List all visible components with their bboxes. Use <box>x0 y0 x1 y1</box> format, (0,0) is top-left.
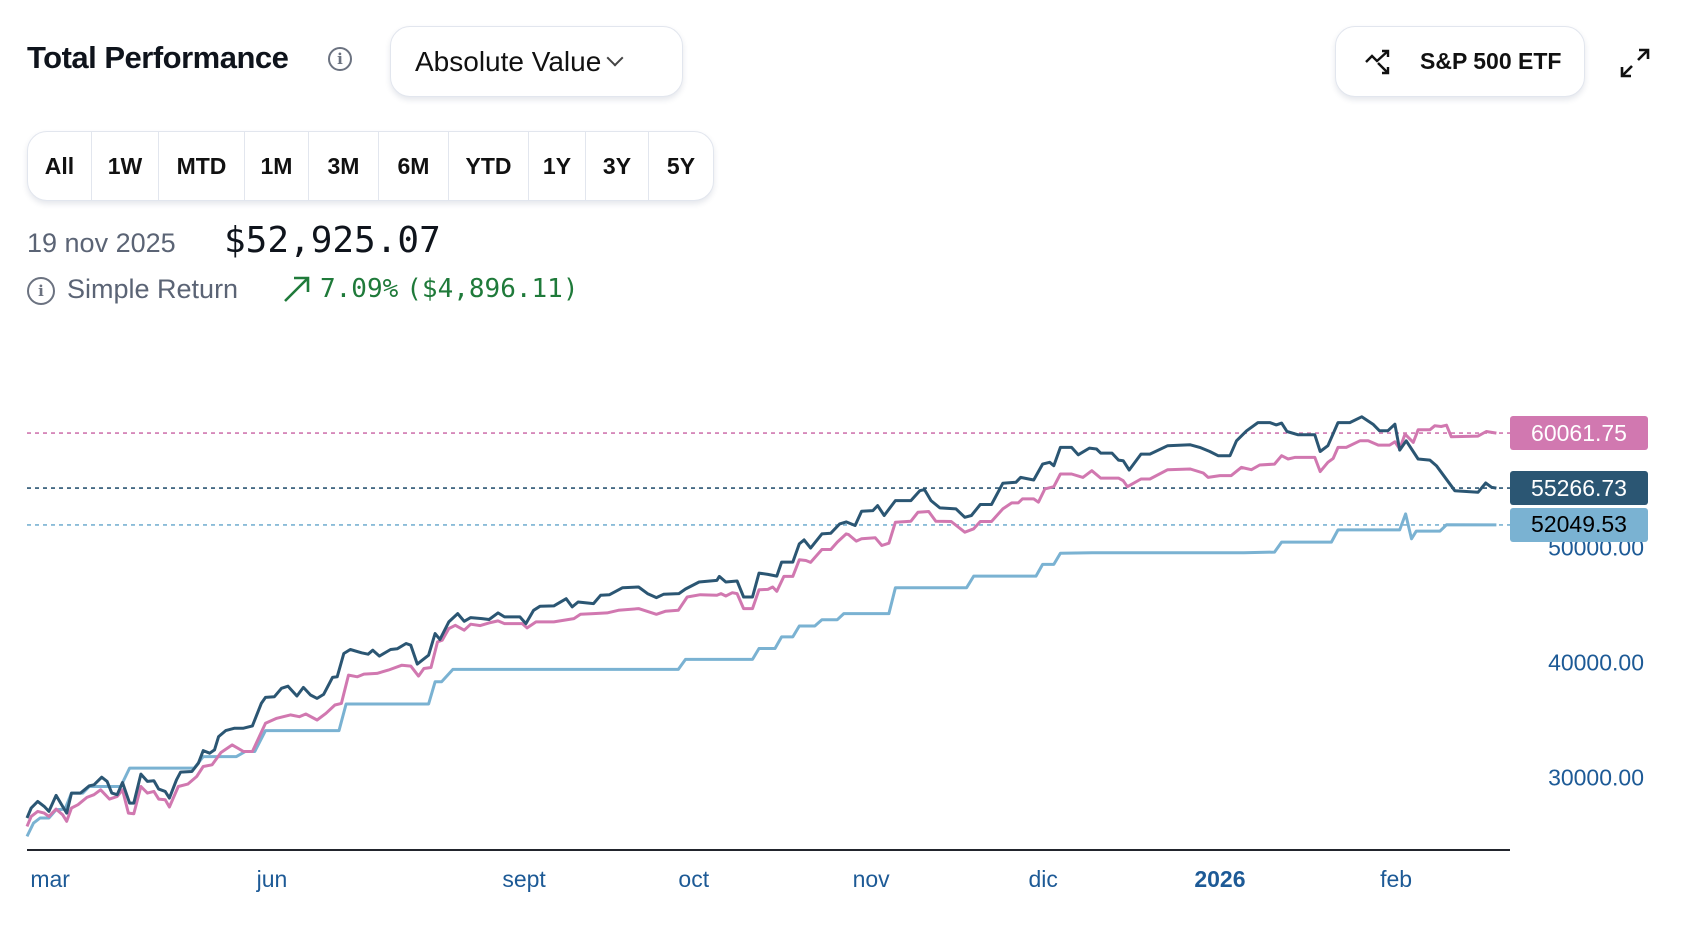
tab-6m[interactable]: 6M <box>379 132 449 200</box>
view-selector-label: Absolute Value <box>415 45 602 77</box>
tab-all[interactable]: All <box>28 132 92 200</box>
x-tick-label: 2026 <box>1194 866 1246 892</box>
y-tick-label: 30000.00 <box>1548 764 1644 791</box>
view-selector-dropdown[interactable]: Absolute Value <box>390 26 683 97</box>
benchmark-button[interactable]: S&P 500 ETF <box>1335 26 1585 97</box>
series-line-pink <box>25 423 1497 827</box>
last-value-badge-light: 52049.53 <box>1510 507 1648 542</box>
simple-return-label: Simple Return <box>67 274 239 304</box>
portfolio-value: $52,925.07 <box>224 220 441 261</box>
x-tick-label: nov <box>852 866 890 892</box>
series-line-light <box>25 512 1497 838</box>
info-icon[interactable]: i <box>27 277 55 305</box>
x-tick-label: oct <box>678 866 710 892</box>
series-line-dark <box>25 415 1497 819</box>
simple-return-value: 7.09% ($4,896.11) <box>282 274 578 304</box>
x-tick-label: feb <box>1380 866 1413 892</box>
tab-5y[interactable]: 5Y <box>666 152 696 179</box>
range-tabs: All 1W MTD 1M 3M 6M YTD 1Y 3Y 5Y <box>27 131 714 201</box>
return-percent: 7.09% <box>320 274 399 304</box>
last-value-badge-pink: 60061.75 <box>1510 416 1648 451</box>
tab-1y[interactable]: 1Y <box>529 132 586 200</box>
x-tick-label: dic <box>1028 866 1058 892</box>
tab-mtd[interactable]: MTD <box>159 132 245 200</box>
tab-ytd[interactable]: YTD <box>449 132 529 200</box>
trend-compare-icon <box>1365 49 1390 74</box>
page-title: Total Performance <box>27 40 289 75</box>
selected-date: 19 nov 2025 <box>27 228 176 258</box>
x-tick-label: mar <box>30 866 70 892</box>
y-tick-label: 40000.00 <box>1548 649 1644 676</box>
last-value-badge-dark: 55266.73 <box>1510 471 1648 506</box>
return-amount: ($4,896.11) <box>406 274 579 304</box>
arrow-up-right-icon <box>284 276 310 302</box>
tab-3m[interactable]: 3M <box>309 132 379 200</box>
tab-1m[interactable]: 1M <box>245 132 309 200</box>
info-icon[interactable]: i <box>328 47 352 71</box>
x-tick-label: jun <box>256 866 288 892</box>
x-tick-label: sept <box>502 866 546 892</box>
tab-1w[interactable]: 1W <box>92 132 159 200</box>
tab-3y[interactable]: 3Y <box>586 132 649 200</box>
expand-icon[interactable] <box>1616 44 1654 82</box>
benchmark-label: S&P 500 ETF <box>1420 48 1562 74</box>
